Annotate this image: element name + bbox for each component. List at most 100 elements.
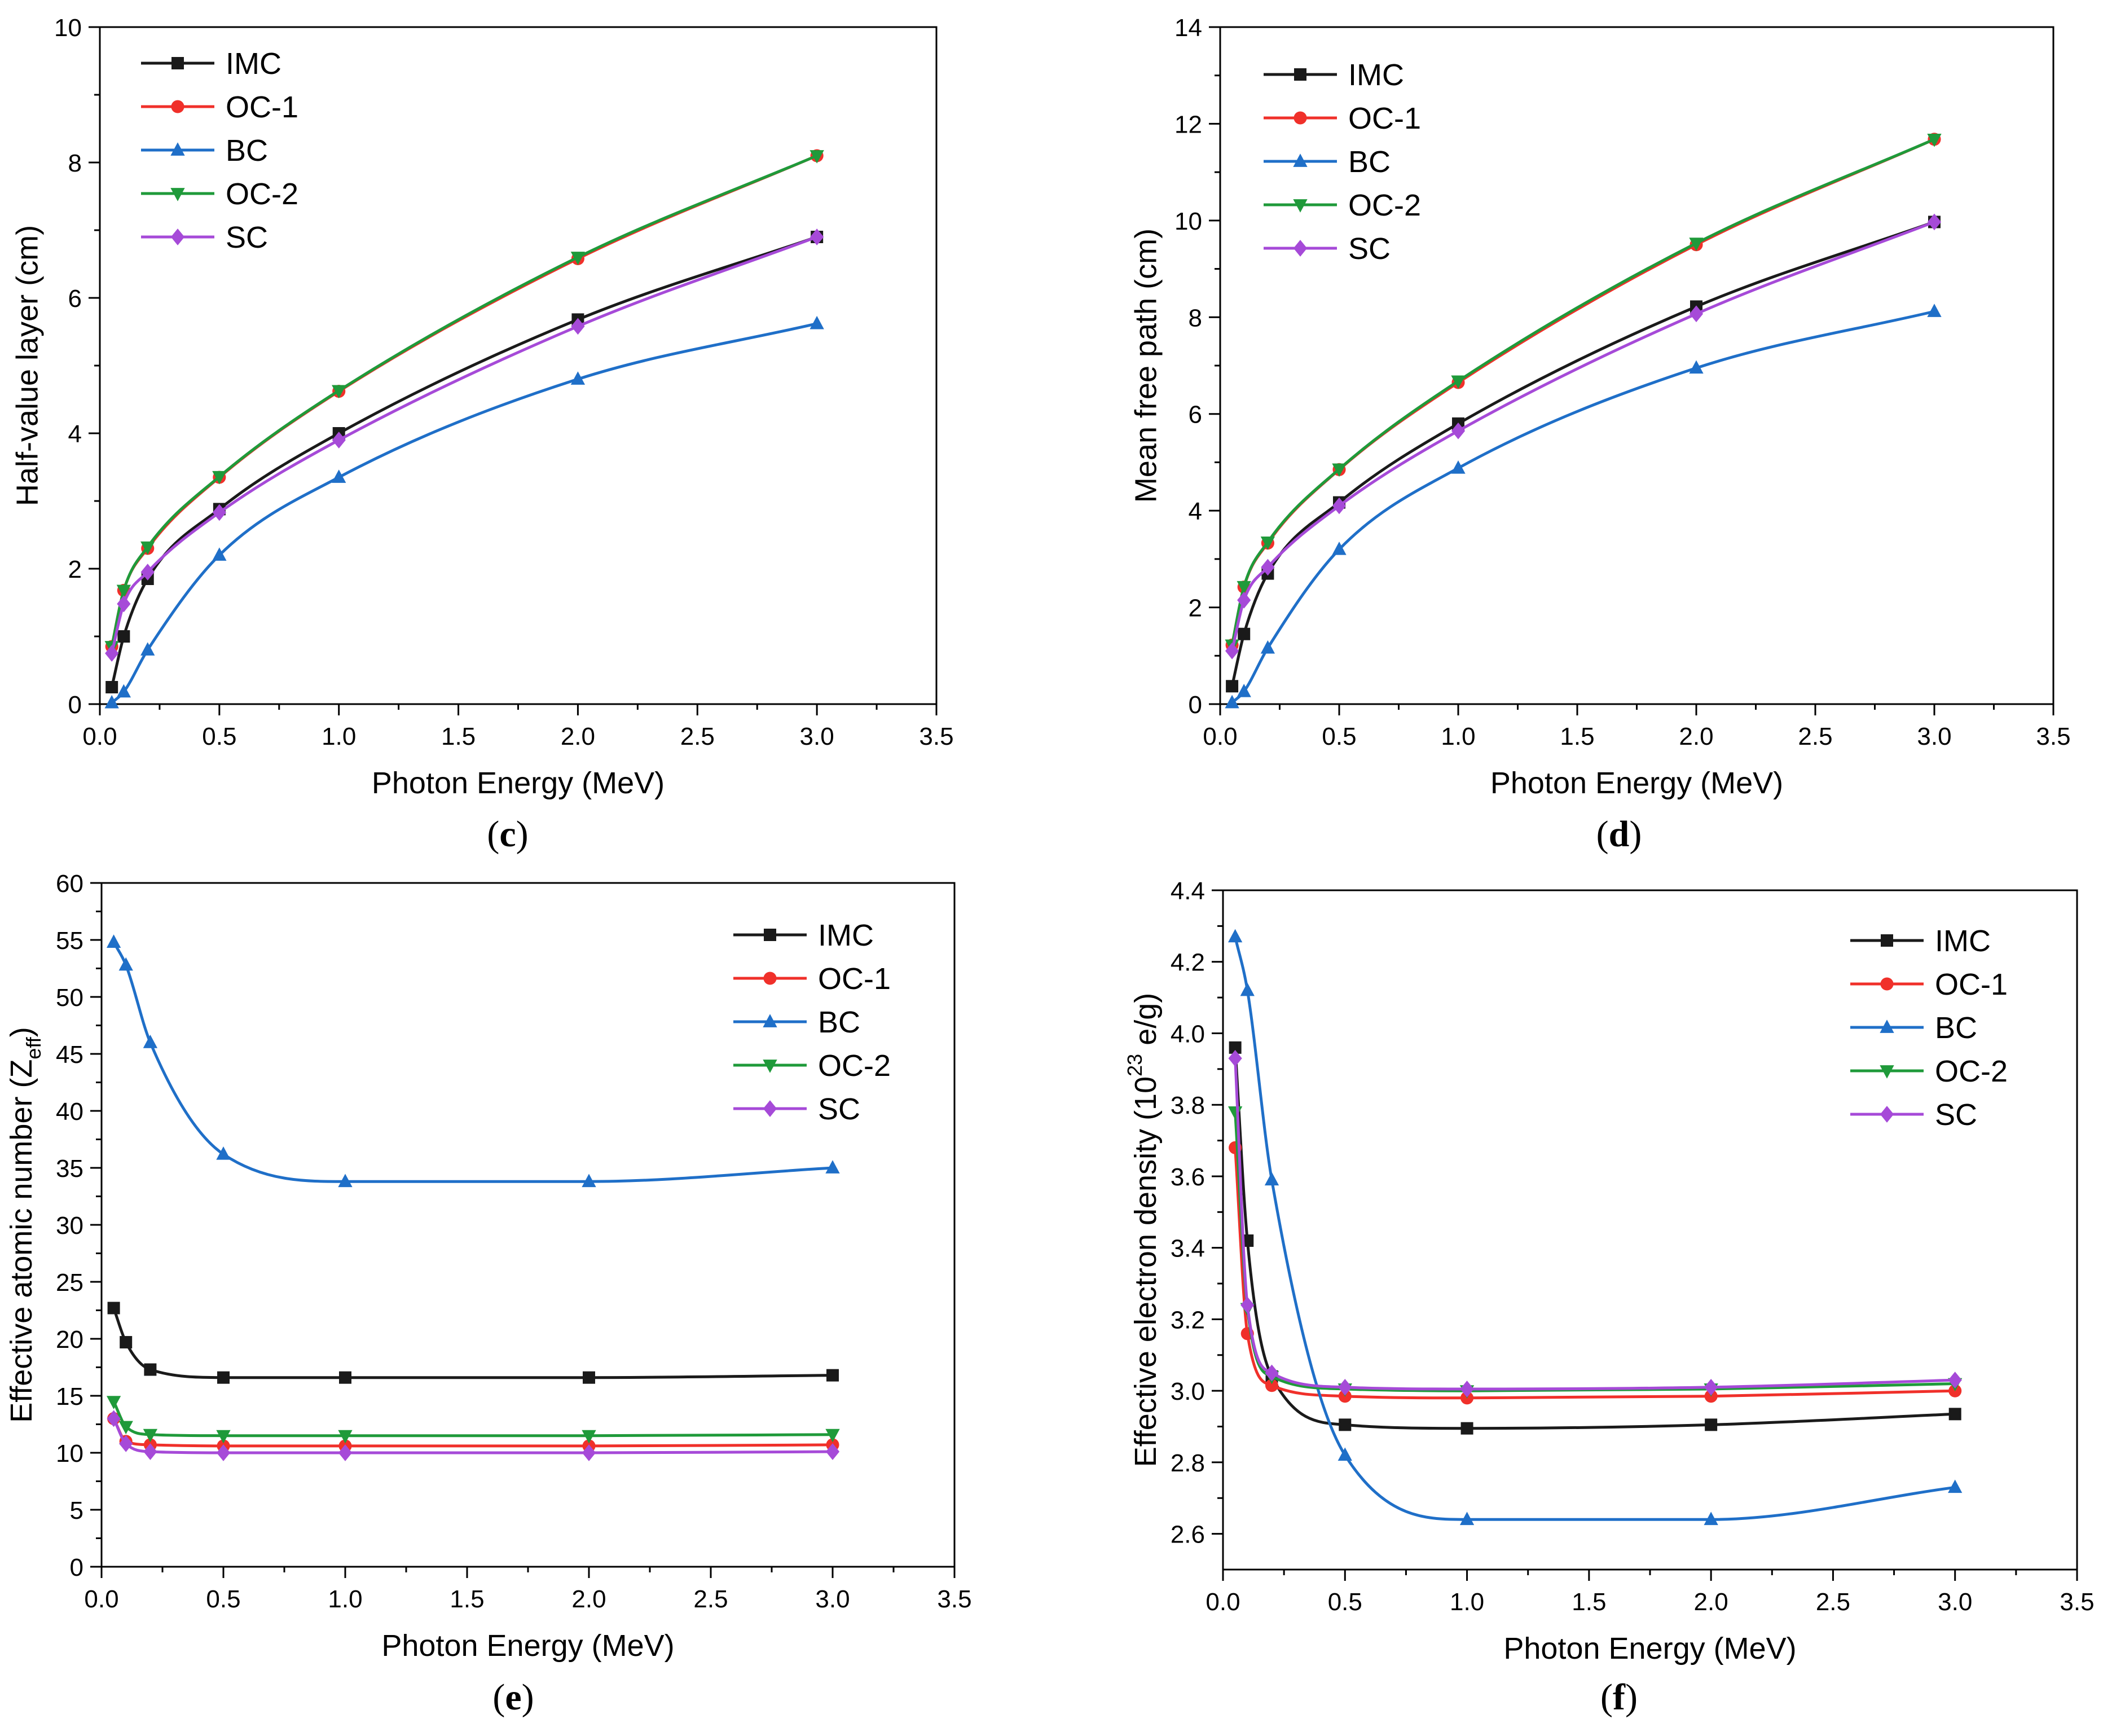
series-sc: [1225, 213, 1942, 660]
series-line: [112, 1401, 833, 1438]
data-point: [107, 1302, 120, 1315]
legend-label: OC-1: [818, 962, 891, 996]
x-tick-label: 0.5: [202, 723, 236, 750]
x-tick-label: 3.0: [1917, 723, 1951, 750]
x-tick-label: 3.0: [1938, 1588, 1972, 1616]
legend-marker: [1293, 240, 1308, 257]
x-axis-label: Photon Energy (MeV): [1503, 1632, 1796, 1665]
legend-item: OC-2: [1264, 188, 1421, 222]
y-tick-label: 3.8: [1171, 1092, 1205, 1119]
y-tick-label: 3.2: [1171, 1306, 1205, 1334]
series-line: [1230, 138, 1935, 645]
data-point: [216, 1444, 231, 1461]
series-line: [111, 322, 817, 704]
legend: IMC OC-1 BC OC-2 SC: [733, 918, 891, 1126]
x-tick-label: 1.5: [441, 723, 476, 750]
legend-item: IMC: [141, 47, 281, 81]
y-tick-label: 4: [68, 420, 82, 448]
data-point: [1460, 1422, 1473, 1435]
legend-item: SC: [141, 221, 268, 254]
series-oc-2: [1228, 1106, 1963, 1399]
data-point: [1338, 1447, 1352, 1461]
data-point: [1228, 929, 1243, 943]
series-line: [1230, 221, 1935, 652]
data-point: [332, 385, 346, 399]
legend-marker: [1293, 199, 1308, 213]
series-line: [110, 154, 818, 647]
legend-marker: [1293, 153, 1308, 167]
y-tick-label: 3.0: [1171, 1378, 1205, 1405]
chart-panel-e: 0.0 0.5 1.0 1.5 2.0 2.5 3.0 3.5 0 5 10 15 20 25 30 35 40…: [5, 870, 971, 1718]
x-tick-label: 0.0: [1206, 1588, 1240, 1616]
legend-item: BC: [141, 134, 268, 168]
series-imc: [105, 231, 824, 693]
y-tick-label: 10: [1174, 208, 1202, 235]
data-point: [1927, 133, 1942, 147]
panel-label: (d): [1596, 814, 1642, 855]
legend-label: SC: [818, 1092, 860, 1126]
data-point: [339, 1371, 351, 1384]
data-point: [116, 584, 131, 599]
y-tick-label: 10: [56, 1440, 83, 1467]
data-point: [583, 1371, 595, 1384]
data-point: [1225, 695, 1239, 709]
data-point: [104, 695, 119, 709]
data-point: [212, 504, 226, 521]
data-point: [1228, 1049, 1242, 1067]
y-tick-label: 0: [68, 691, 82, 719]
y-axis-label: Effective electron density (1023 e/g): [1123, 993, 1163, 1467]
data-point: [1451, 375, 1466, 389]
data-point: [140, 642, 155, 656]
y-axis-label: Mean free path (cm): [1129, 228, 1163, 503]
series-imc: [1229, 1041, 1961, 1435]
data-point: [118, 957, 133, 971]
data-point: [120, 1336, 133, 1349]
x-tick-label: 1.5: [450, 1585, 484, 1613]
legend-marker: [170, 188, 185, 201]
data-point: [1689, 360, 1704, 374]
data-point: [1240, 1296, 1255, 1313]
data-point: [338, 1430, 353, 1444]
y-tick-label: 6: [1189, 401, 1202, 429]
legend-item: IMC: [1264, 58, 1404, 92]
data-point: [144, 1363, 157, 1376]
data-point: [212, 471, 227, 485]
data-point: [825, 1160, 840, 1174]
data-point: [1265, 1379, 1279, 1392]
y-axis-label: Effective atomic number (Zeff): [5, 1027, 45, 1423]
data-point: [212, 547, 227, 561]
series-oc-2: [106, 1396, 840, 1444]
y-tick-label: 25: [56, 1269, 83, 1296]
legend-item: OC-1: [733, 962, 891, 996]
chart-panel-d: 0.0 0.5 1.0 1.5 2.0 2.5 3.0 3.5 0 2 4 6 8 10 12 14 Photo…: [1129, 14, 2070, 855]
data-point: [143, 1429, 158, 1443]
series-line: [112, 1418, 833, 1448]
series-sc: [107, 1410, 840, 1461]
panel-label: (c): [487, 814, 528, 855]
data-point: [1927, 304, 1942, 317]
data-point: [825, 1443, 840, 1460]
y-tick-label: 2.8: [1171, 1449, 1205, 1477]
data-point: [1704, 1378, 1718, 1396]
series-oc-1: [105, 149, 824, 653]
series-line: [1234, 1148, 1955, 1400]
x-tick-label: 3.0: [800, 723, 834, 750]
y-tick-label: 3.6: [1171, 1163, 1205, 1191]
legend-marker: [1880, 1106, 1894, 1123]
data-point: [582, 1430, 596, 1444]
data-point: [570, 252, 586, 265]
legend-label: IMC: [226, 47, 281, 81]
y-tick-label: 4.0: [1171, 1020, 1205, 1048]
x-tick-label: 2.0: [1679, 723, 1713, 750]
data-point: [825, 1429, 840, 1443]
y-tick-label: 2: [68, 556, 82, 583]
legend-label: BC: [1935, 1011, 1977, 1045]
y-tick-label: 45: [56, 1041, 83, 1069]
x-axis-label: Photon Energy (MeV): [372, 766, 665, 800]
x-tick-label: 1.5: [1572, 1588, 1606, 1616]
chart-panel-f: 0.0 0.5 1.0 1.5 2.0 2.5 3.0 3.5 2.6 2.8 3.0 3.2 3.4 3…: [1123, 877, 2095, 1718]
legend-marker: [1880, 977, 1894, 991]
data-point: [140, 541, 155, 555]
data-point: [1240, 982, 1255, 996]
data-point: [1705, 1418, 1718, 1431]
